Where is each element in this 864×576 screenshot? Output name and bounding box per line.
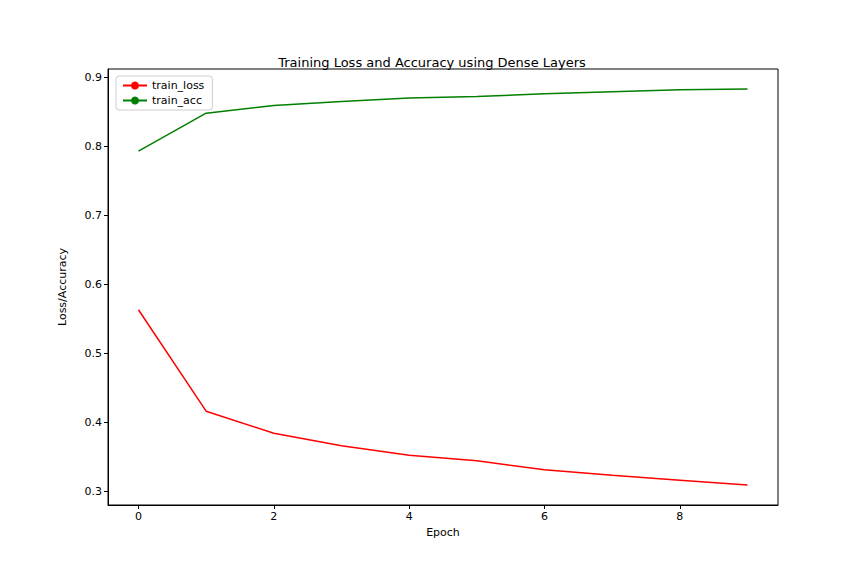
svg-text:0.6: 0.6 [85, 278, 103, 291]
svg-text:6: 6 [541, 510, 548, 523]
svg-text:train_acc: train_acc [152, 94, 202, 107]
svg-text:0.3: 0.3 [85, 485, 103, 498]
svg-text:8: 8 [676, 510, 683, 523]
svg-text:0.9: 0.9 [85, 71, 103, 84]
svg-text:0.4: 0.4 [85, 416, 103, 429]
svg-text:Loss/Accuracy: Loss/Accuracy [56, 247, 69, 326]
svg-text:2: 2 [270, 510, 277, 523]
svg-text:train_loss: train_loss [152, 79, 205, 92]
svg-text:Epoch: Epoch [426, 526, 460, 539]
svg-text:0.7: 0.7 [85, 209, 103, 222]
svg-text:0.5: 0.5 [85, 347, 103, 360]
svg-text:Training Loss and Accuracy usi: Training Loss and Accuracy using Dense L… [277, 55, 586, 70]
svg-text:0: 0 [135, 510, 142, 523]
svg-text:4: 4 [406, 510, 413, 523]
svg-text:0.8: 0.8 [85, 140, 103, 153]
